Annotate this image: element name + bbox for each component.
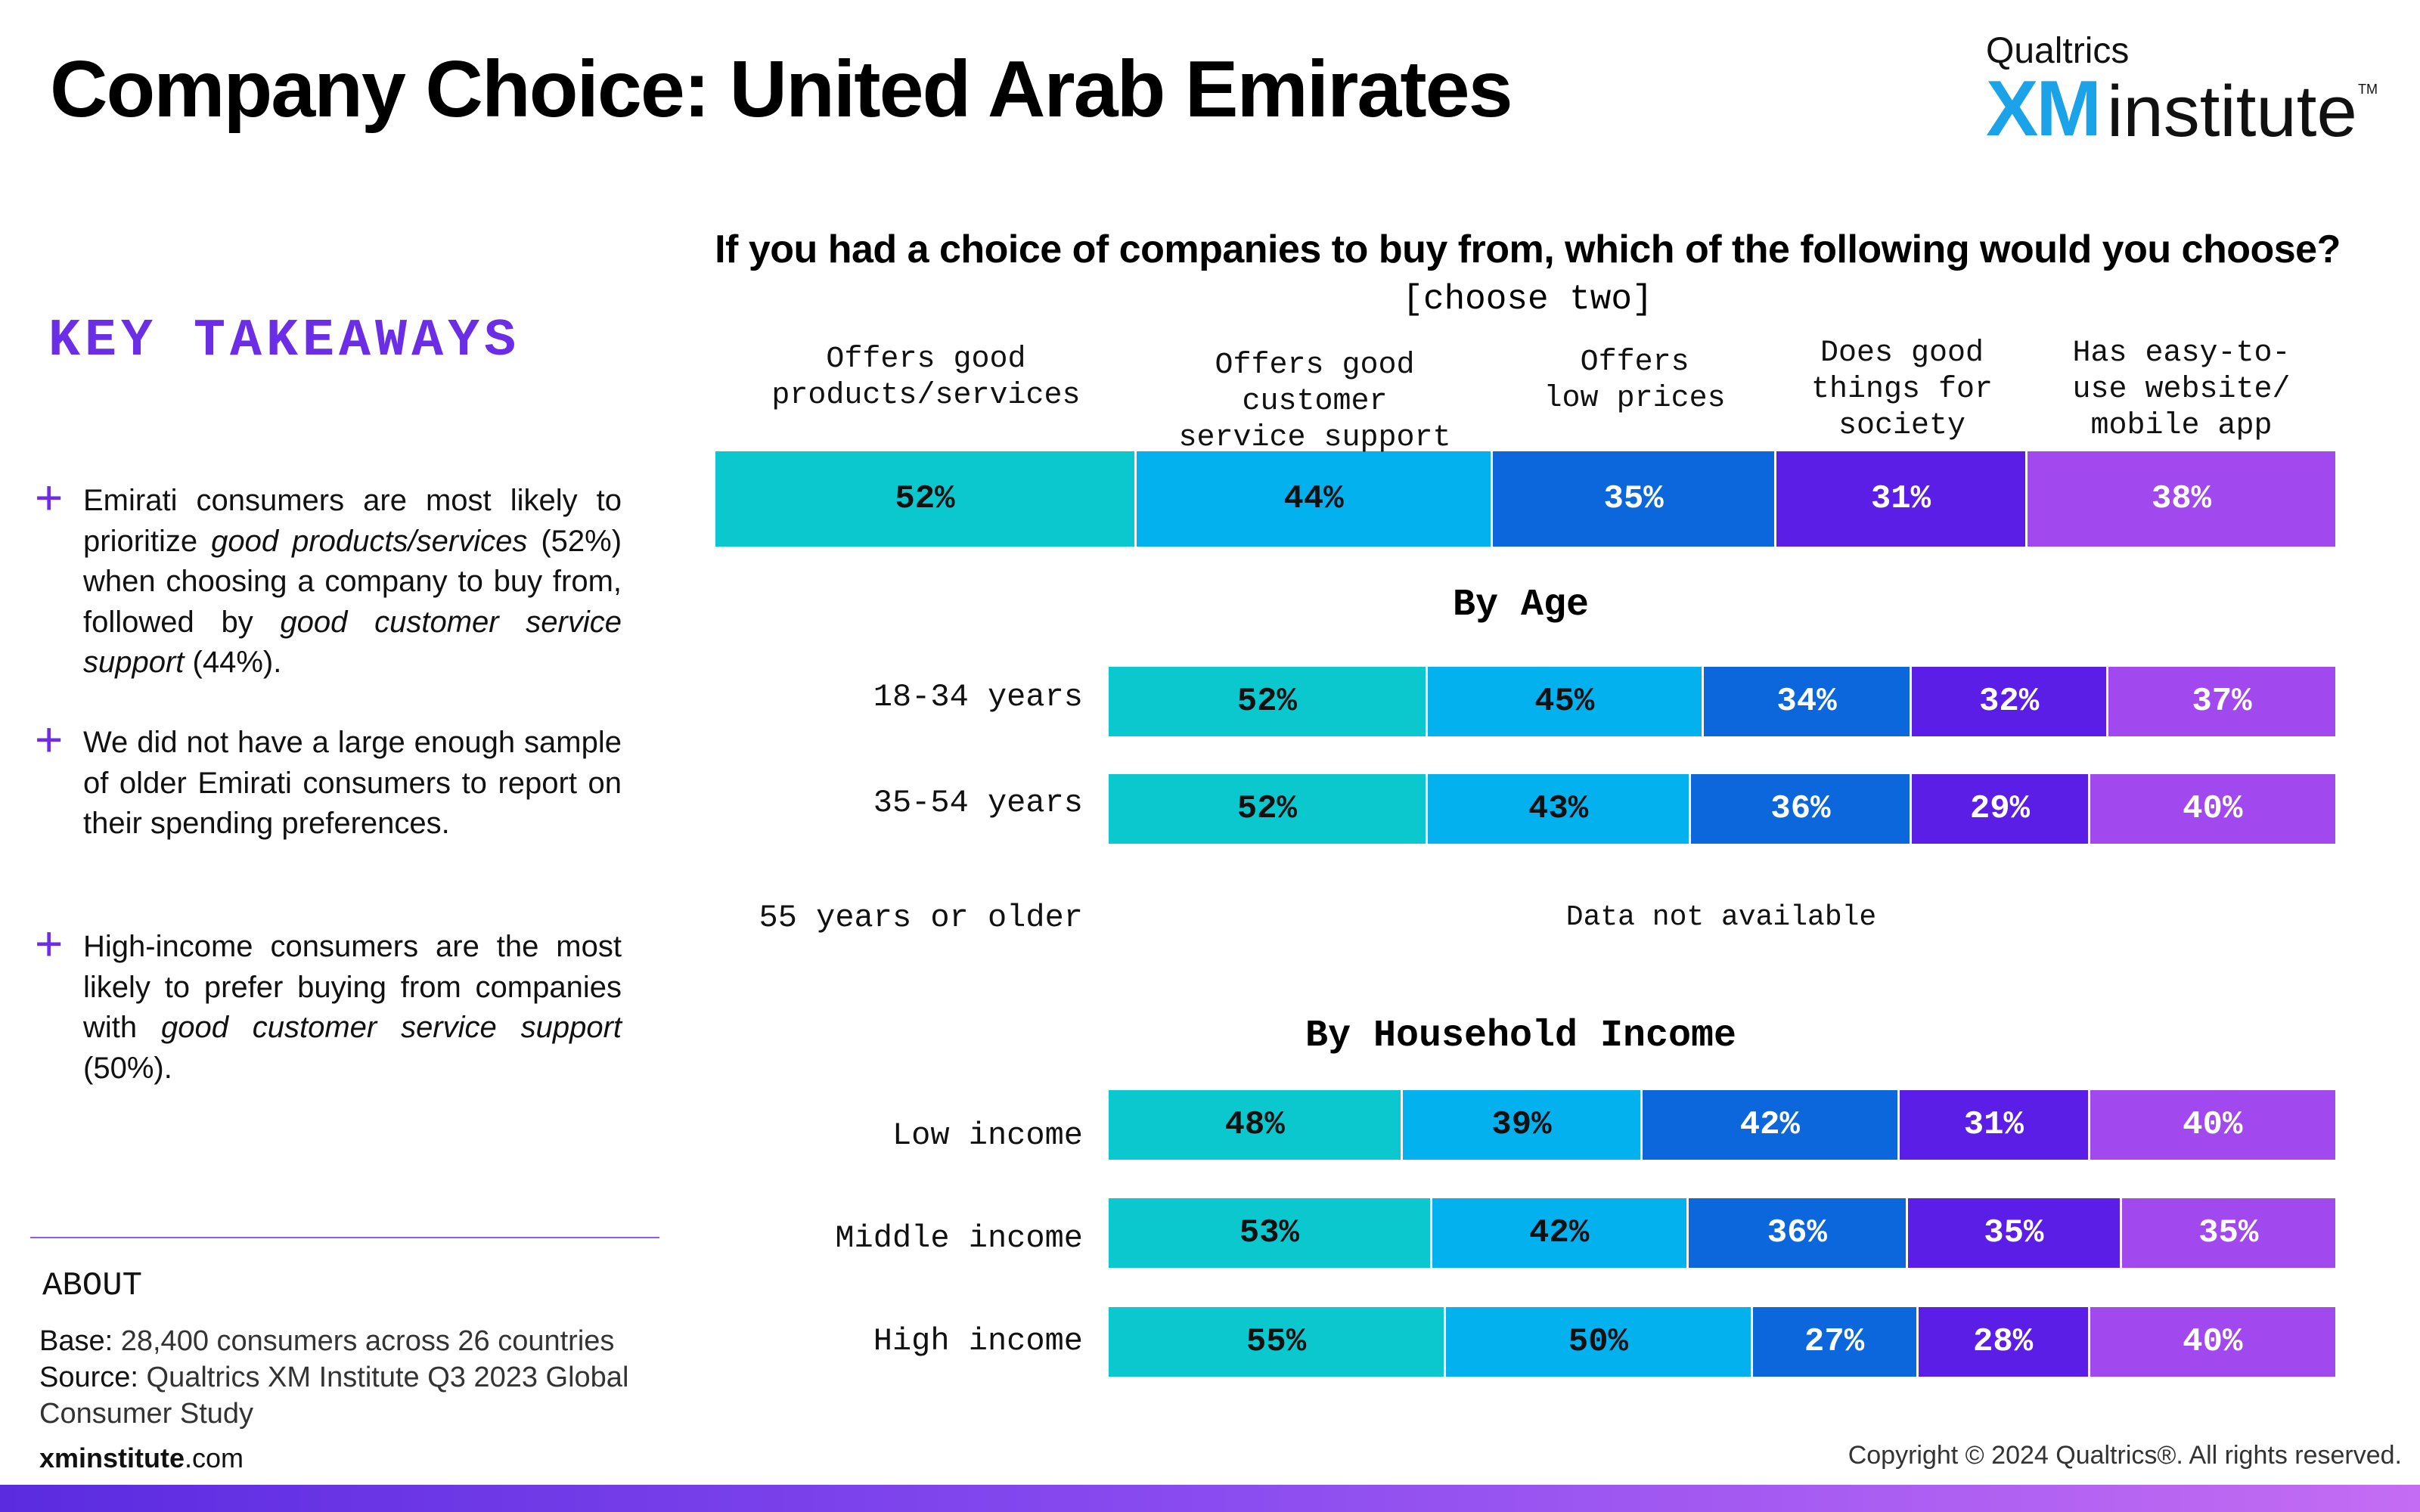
bar-segment: 42%: [1642, 1090, 1900, 1160]
overall-bar: 52% 44% 35% 31% 38%: [715, 451, 2335, 547]
bar-segment: 37%: [2108, 667, 2335, 736]
bar-segment: 34%: [1703, 667, 1913, 736]
source-text: Qualtrics XM Institute Q3 2023 Global Co…: [39, 1362, 629, 1430]
base-line: Base: 28,400 consumers across 26 countri…: [39, 1323, 659, 1359]
chart-title: If you had a choice of companies to buy …: [715, 228, 2341, 271]
data-not-available: Data not available: [1565, 901, 1877, 934]
base-label: Base:: [39, 1325, 113, 1357]
bar-segment: 48%: [1109, 1090, 1404, 1160]
base-text: 28,400 consumers across 26 countries: [113, 1325, 615, 1357]
section-heading: By Household Income: [1305, 1015, 1737, 1058]
bar-segment: 45%: [1427, 667, 1704, 736]
bar-segment: 31%: [1900, 1090, 2090, 1160]
column-header: Offers low prices: [1544, 345, 1726, 416]
bar-segment: 40%: [2090, 1090, 2335, 1160]
bar-segment: 36%: [1691, 774, 1913, 844]
bar-segment: 40%: [2090, 774, 2335, 844]
bar-segment: 43%: [1427, 774, 1692, 844]
row-label: Low income: [892, 1117, 1083, 1154]
takeaway-text: Emirati consumers are most likely to pri…: [83, 484, 622, 679]
plus-icon: +: [35, 712, 64, 767]
row-label: High income: [873, 1323, 1083, 1359]
bar-segment: 39%: [1403, 1090, 1643, 1160]
page-title: Company Choice: United Arab Emirates: [50, 45, 1513, 134]
column-header: Offers good customer service support: [1178, 349, 1451, 455]
bar-segment: 29%: [1912, 774, 2090, 844]
row-bar: 48% 39% 42% 31% 40%: [1109, 1090, 2335, 1160]
bar-segment: 55%: [1109, 1307, 1447, 1377]
bar-segment: 35%: [1908, 1198, 2122, 1268]
source-line: Source: Qualtrics XM Institute Q3 2023 G…: [39, 1359, 659, 1432]
row-label: Middle income: [835, 1220, 1083, 1256]
row-label: 55 years or older: [759, 900, 1083, 936]
plus-icon: +: [35, 916, 64, 971]
chart-subtitle: [choose two]: [1402, 280, 1653, 319]
row-label: 18-34 years: [873, 679, 1083, 715]
bar-segment: 44%: [1136, 451, 1494, 547]
logo-institute-text: institute: [2107, 71, 2357, 152]
xm-institute-logo: Qualtrics XM institute TM: [1986, 30, 2394, 151]
row-label: 35-54 years: [873, 785, 1083, 821]
column-header: Does good things for society: [1810, 336, 1993, 443]
column-header: Has easy-to- use website/ mobile app: [2072, 336, 2291, 443]
plus-icon: +: [35, 470, 64, 525]
bar-segment: 50%: [1446, 1307, 1753, 1377]
column-header: Offers good products/services: [771, 342, 1081, 413]
about-text: Base: 28,400 consumers across 26 countri…: [39, 1323, 659, 1432]
bar-segment: 40%: [2090, 1307, 2335, 1377]
bar-segment: 52%: [1109, 774, 1428, 844]
bar-segment: 53%: [1109, 1198, 1432, 1268]
takeaway-text: We did not have a large enough sample of…: [83, 726, 622, 840]
copyright: Copyright © 2024 Qualtrics®. All rights …: [1848, 1441, 2402, 1470]
takeaway-item: + We did not have a large enough sample o…: [35, 715, 622, 844]
bar-segment: 36%: [1688, 1198, 1909, 1268]
bar-segment: 28%: [1918, 1307, 2090, 1377]
row-bar: 52% 45% 34% 32% 37%: [1109, 667, 2335, 736]
bar-segment: 27%: [1752, 1307, 1919, 1377]
bar-segment: 42%: [1432, 1198, 1689, 1268]
takeaway-text: High-income consumers are the most likel…: [83, 930, 622, 1085]
bottom-gradient-bar: [0, 1485, 2420, 1512]
footer-site-rest: .com: [185, 1442, 244, 1473]
source-label: Source:: [39, 1362, 138, 1393]
row-bar: 53% 42% 36% 35% 35%: [1109, 1198, 2335, 1268]
logo-tm-text: TM: [2358, 82, 2378, 97]
takeaway-item: + Emirati consumers are most likely to pr…: [35, 473, 622, 683]
bar-segment: 52%: [715, 451, 1137, 547]
footer-site-bold: xminstitute: [39, 1442, 185, 1473]
footer-site-link[interactable]: xminstitute.com: [39, 1442, 244, 1474]
bar-segment: 35%: [2121, 1198, 2335, 1268]
key-takeaways-heading: KEY TAKEAWAYS: [48, 311, 521, 371]
takeaway-item: + High-income consumers are the most like…: [35, 919, 622, 1089]
about-heading: ABOUT: [42, 1267, 143, 1305]
bar-segment: 35%: [1493, 451, 1776, 547]
logo-xm-text: XM: [1986, 65, 2102, 153]
logo-qualtrics-text: Qualtrics: [1986, 31, 2130, 71]
bar-segment: 32%: [1912, 667, 2108, 736]
bar-segment: 38%: [2027, 451, 2335, 547]
row-bar: 52% 43% 36% 29% 40%: [1109, 774, 2335, 844]
divider: [30, 1237, 659, 1238]
bar-segment: 52%: [1109, 667, 1428, 736]
section-heading: By Age: [1452, 584, 1590, 627]
bar-segment: 31%: [1776, 451, 2028, 547]
row-bar: 55% 50% 27% 28% 40%: [1109, 1307, 2335, 1377]
